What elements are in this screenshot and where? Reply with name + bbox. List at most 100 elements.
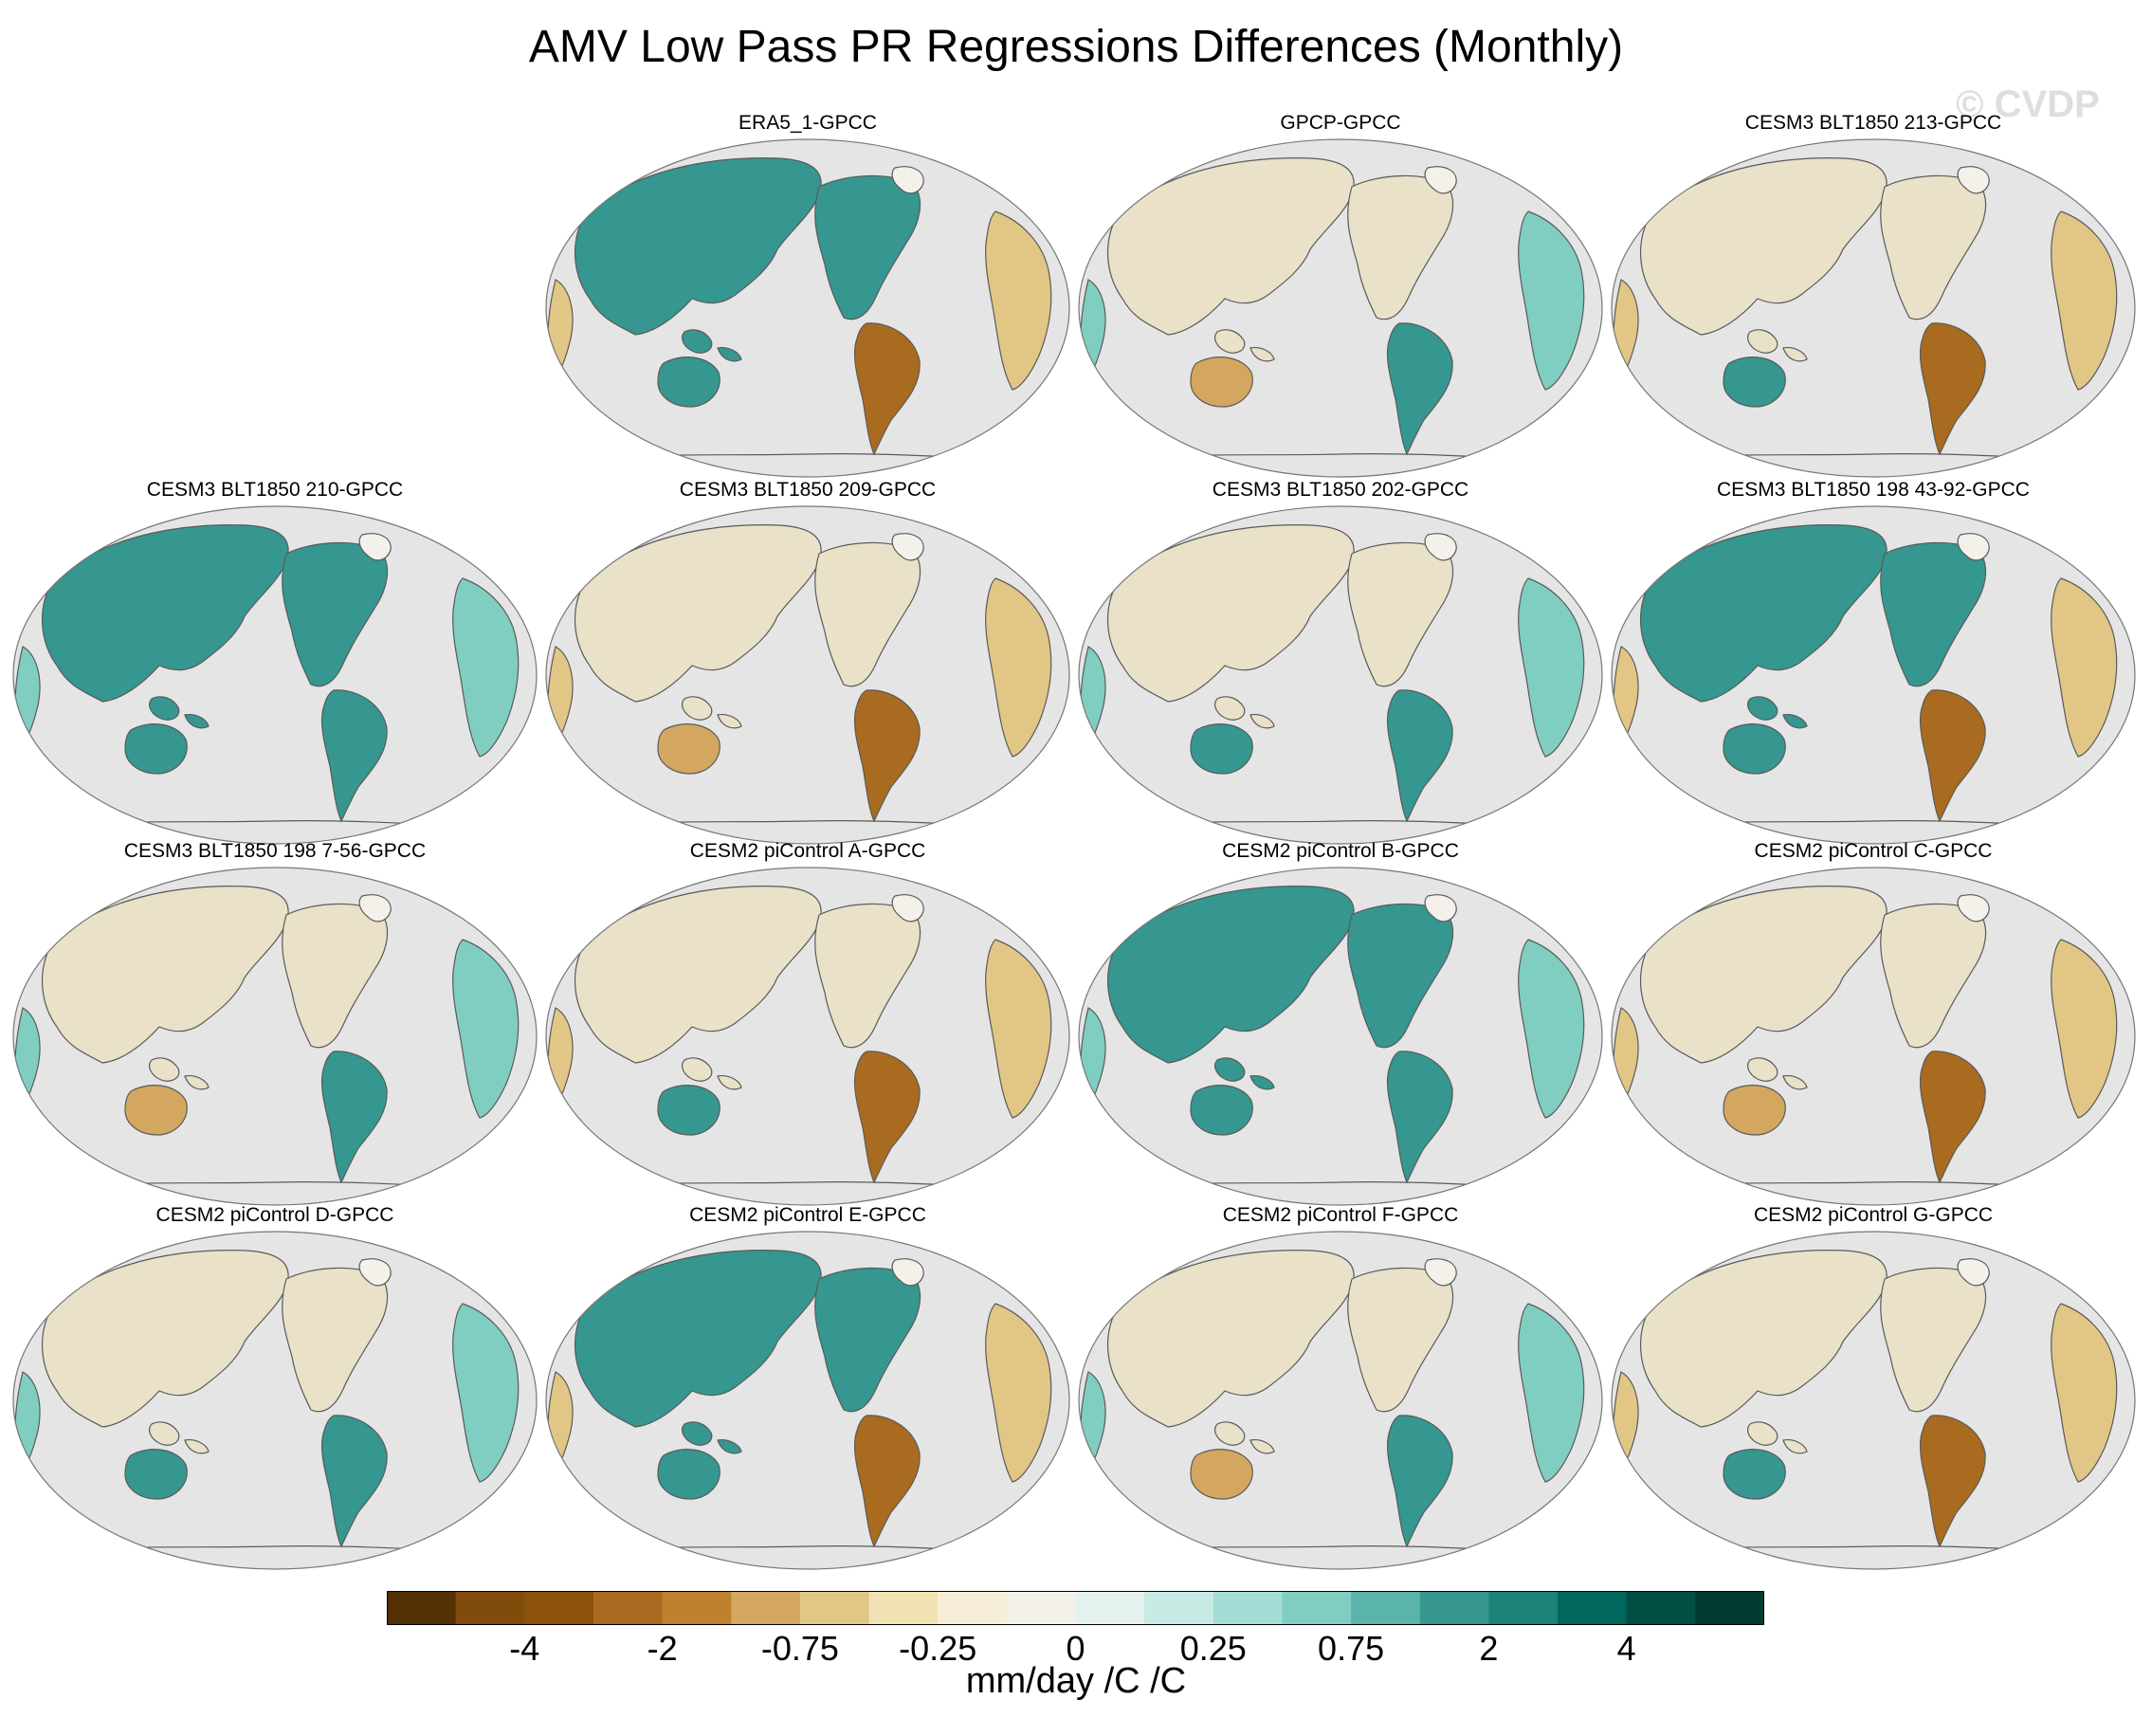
land-greenland xyxy=(1957,894,1990,923)
land-greenland xyxy=(1957,533,1990,561)
land-greenland xyxy=(1957,166,1990,194)
land-greenland xyxy=(891,894,924,923)
colorbar-swatch xyxy=(731,1591,801,1625)
colorbar-tick-label: 4 xyxy=(1616,1629,1636,1668)
map-panel: ERA5_1-GPCC xyxy=(542,112,1073,478)
land-australia xyxy=(1190,723,1253,775)
land-europe-africa-east xyxy=(1518,1303,1585,1483)
land-eurasia xyxy=(41,1250,289,1428)
map-border xyxy=(1611,1231,2136,1570)
land-europe-africa-east xyxy=(1518,210,1585,391)
land-australia xyxy=(124,723,188,775)
map xyxy=(545,867,1070,1206)
map xyxy=(545,505,1070,845)
land-europe-africa-east xyxy=(2051,939,2118,1119)
map-panel: CESM2 piControl A-GPCC xyxy=(542,840,1073,1206)
map-border xyxy=(1611,505,2136,845)
panel-title: CESM3 BLT1850 210-GPCC xyxy=(146,479,404,501)
land-seasia xyxy=(1214,1421,1275,1454)
colorbar-ticks: -4 -2 -0.75 -0.25 0 0.25 0.75 2 4 xyxy=(0,1629,2152,1671)
land-eurasia xyxy=(1639,886,1888,1064)
figure-title: AMV Low Pass PR Regressions Differences … xyxy=(528,22,1624,72)
land-eurasia xyxy=(1106,1250,1355,1428)
map-border xyxy=(12,867,538,1206)
land-seasia xyxy=(149,1057,210,1090)
map-border xyxy=(545,138,1070,478)
colorbar-swatch xyxy=(1282,1591,1352,1625)
panel-title: CESM3 BLT1850 198 7-56-GPCC xyxy=(123,840,427,862)
land-greenland xyxy=(1424,533,1457,561)
map-panel: CESM2 piControl C-GPCC xyxy=(1608,840,2139,1206)
colorbar-swatch xyxy=(387,1591,457,1625)
land-europe-africa-east xyxy=(2051,1303,2118,1483)
colorbar-swatch xyxy=(662,1591,732,1625)
panel-title: CESM2 piControl D-GPCC xyxy=(155,1204,394,1226)
colorbar-swatch xyxy=(1213,1591,1284,1625)
land-eurasia xyxy=(1106,886,1355,1064)
map xyxy=(545,138,1070,478)
land-eurasia xyxy=(41,886,289,1064)
map xyxy=(1611,1231,2136,1570)
land-europe-africa-east xyxy=(452,939,520,1119)
colorbar-swatch xyxy=(1006,1591,1077,1625)
land-europe-africa-east xyxy=(2051,577,2118,758)
map-border xyxy=(12,505,538,845)
map xyxy=(545,1231,1070,1570)
map xyxy=(1078,867,1603,1206)
map-border xyxy=(545,505,1070,845)
panel-title: CESM3 BLT1850 213-GPCC xyxy=(1744,112,2002,134)
map xyxy=(1078,138,1603,478)
colorbar-tick-label: -0.75 xyxy=(760,1629,839,1668)
colorbar xyxy=(387,1591,1765,1625)
land-seasia xyxy=(1214,1057,1275,1090)
land-greenland xyxy=(358,533,392,561)
land-eurasia xyxy=(574,886,822,1064)
colorbar-swatch xyxy=(1488,1591,1559,1625)
colorbar-swatch xyxy=(1144,1591,1214,1625)
land-eurasia xyxy=(574,157,822,336)
land-australia xyxy=(1190,356,1253,408)
map-border xyxy=(12,1231,538,1570)
map xyxy=(12,505,538,845)
land-europe-africa-east xyxy=(1518,939,1585,1119)
colorbar-swatch xyxy=(938,1591,1008,1625)
colorbar-tick-label: 0 xyxy=(1066,1629,1085,1668)
panel-title: CESM2 piControl G-GPCC xyxy=(1753,1204,1994,1226)
panel-title: CESM2 piControl A-GPCC xyxy=(689,840,926,862)
land-greenland xyxy=(891,533,924,561)
map xyxy=(1611,505,2136,845)
land-australia xyxy=(657,1085,720,1136)
colorbar-outline xyxy=(387,1591,1764,1625)
panel-title: CESM2 piControl F-GPCC xyxy=(1222,1204,1459,1226)
colorbar-swatch xyxy=(1558,1591,1628,1625)
land-australia xyxy=(124,1085,188,1136)
land-eurasia xyxy=(1639,1250,1888,1428)
colorbar-swatch xyxy=(1626,1591,1696,1625)
panel-title: CESM3 BLT1850 198 43-92-GPCC xyxy=(1717,479,2030,501)
land-eurasia xyxy=(1639,157,1888,336)
colorbar-tick-label: -2 xyxy=(647,1629,678,1668)
land-australia xyxy=(1723,723,1786,775)
land-eurasia xyxy=(41,524,289,703)
map-panel: GPCP-GPCC xyxy=(1075,112,1606,478)
map-panel: CESM2 piControl G-GPCC xyxy=(1608,1204,2139,1570)
map xyxy=(12,867,538,1206)
land-greenland xyxy=(891,166,924,194)
land-australia xyxy=(657,723,720,775)
land-greenland xyxy=(358,894,392,923)
land-greenland xyxy=(1957,1258,1990,1287)
land-europe-africa-east xyxy=(985,210,1052,391)
land-australia xyxy=(1723,1449,1786,1500)
land-australia xyxy=(1190,1449,1253,1500)
map-border xyxy=(1078,505,1603,845)
land-australia xyxy=(657,356,720,408)
land-eurasia xyxy=(1106,157,1355,336)
panel-title: CESM3 BLT1850 209-GPCC xyxy=(679,479,937,501)
panel-title: CESM2 piControl E-GPCC xyxy=(689,1204,926,1226)
map xyxy=(1078,505,1603,845)
land-australia xyxy=(1723,356,1786,408)
land-europe-africa-east xyxy=(985,939,1052,1119)
map-panel: CESM3 BLT1850 209-GPCC xyxy=(542,479,1073,845)
colorbar-tick-label: -0.25 xyxy=(899,1629,977,1668)
land-greenland xyxy=(1424,894,1457,923)
